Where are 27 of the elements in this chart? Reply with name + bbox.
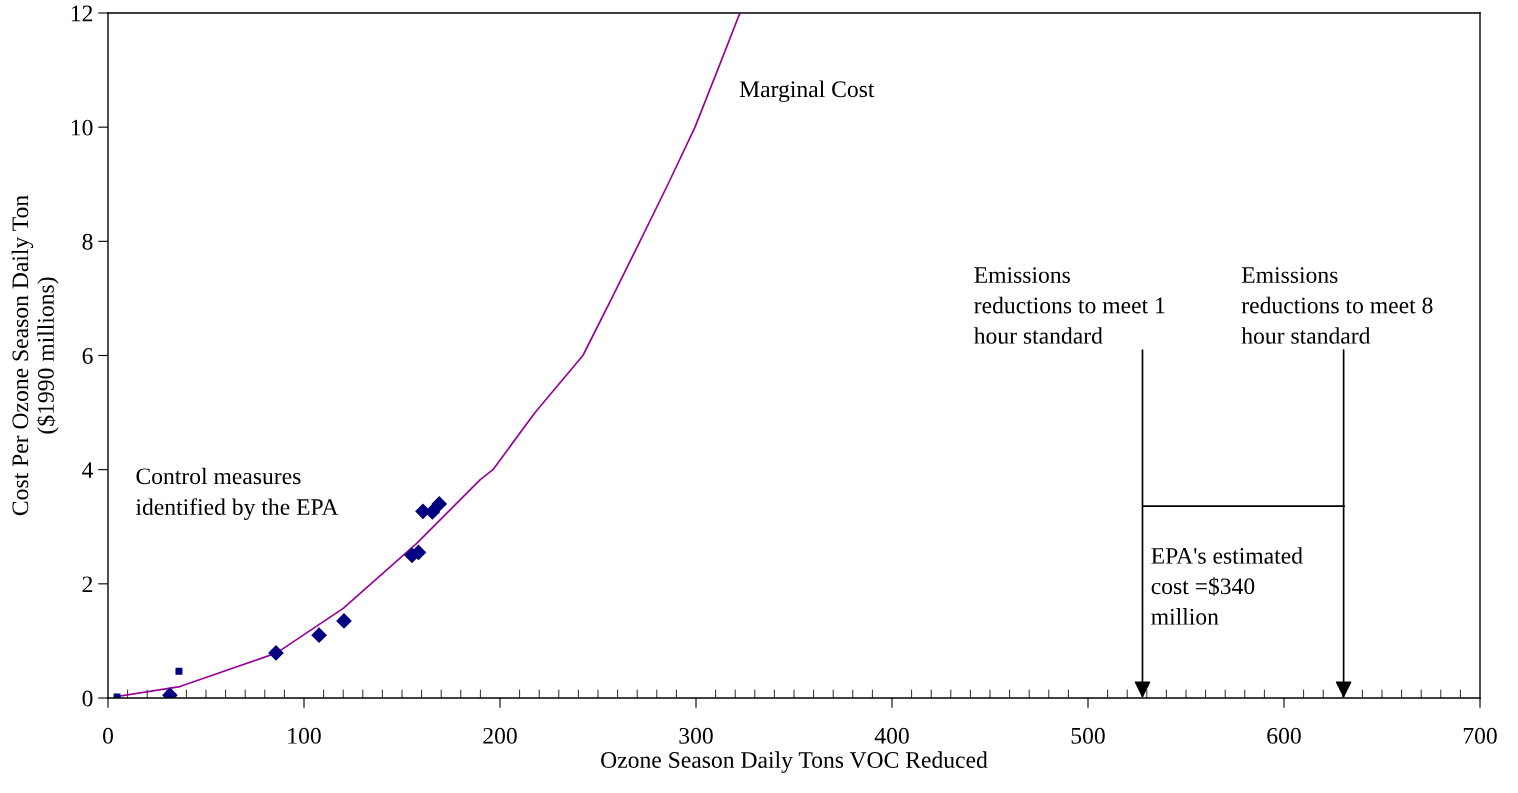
- x-tick-label: 100: [288, 727, 321, 744]
- point: [268, 645, 284, 661]
- point: [431, 496, 447, 512]
- x-tick-label: 600: [1267, 727, 1301, 744]
- point: [311, 627, 327, 643]
- x-tick-label: 400: [874, 727, 909, 744]
- y-tick-label: 4: [82, 462, 94, 478]
- point: [336, 613, 352, 629]
- y-tick-label: 8: [82, 233, 93, 250]
- x-tick-label: 0: [103, 727, 113, 744]
- annotation: Marginal Cost: [739, 80, 875, 103]
- y-tick-label: 0: [82, 690, 93, 707]
- point: [175, 667, 183, 675]
- y-axis-title: Cost Per Ozone Season Daily Ton ($1990 millions): [11, 195, 59, 516]
- y-tick-label: 2: [82, 576, 93, 593]
- x-tick-label: 200: [483, 727, 517, 744]
- y-tick-label: 12: [71, 5, 93, 22]
- annotation: Emissions reductions to meet 1 hour standard: [973, 267, 1165, 344]
- annotation: EPA's estimated cost =$340 million: [1151, 547, 1303, 625]
- y-tick-label: 10: [71, 119, 93, 136]
- y-tick-label: 6: [82, 348, 93, 364]
- x-axis-title: Ozone Season Daily Tons VOC Reduced: [601, 751, 988, 773]
- annotation: Emissions reductions to meet 8 hour standard: [1241, 267, 1433, 344]
- x-tick-label: 500: [1071, 727, 1105, 744]
- x-tick-label: 300: [679, 727, 713, 744]
- x-tick-label: 700: [1463, 727, 1497, 744]
- annotation: Control measures identified by the EPA: [135, 467, 339, 520]
